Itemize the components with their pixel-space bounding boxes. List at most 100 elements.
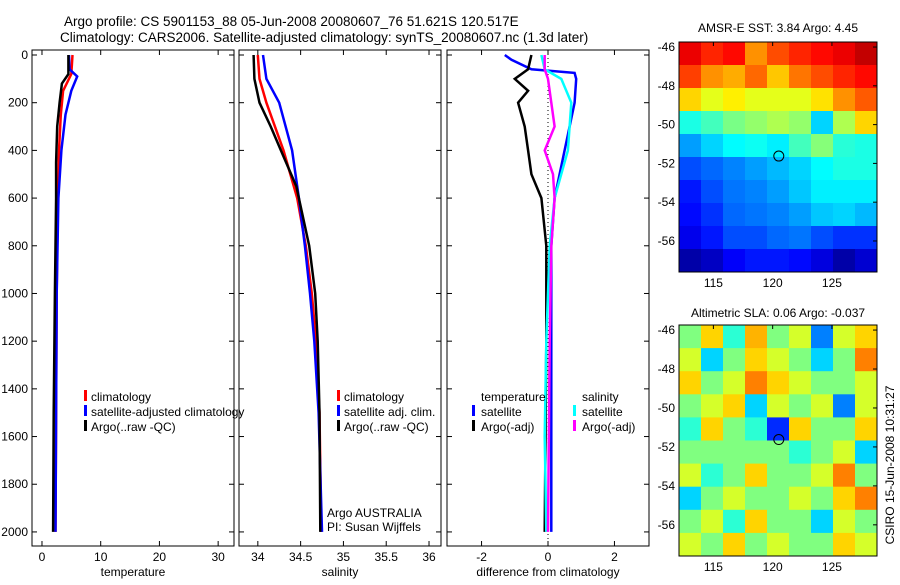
map-cell: [701, 65, 724, 89]
map-cell: [767, 203, 790, 227]
map-cell: [679, 65, 702, 89]
map-cell: [811, 203, 834, 227]
map-cell: [811, 134, 834, 158]
map-cell: [679, 394, 702, 418]
map-cell: [679, 249, 702, 273]
y-tick-label: 400: [8, 143, 28, 157]
map-cell: [833, 348, 856, 372]
map-cell: [855, 325, 878, 349]
map-cell: [745, 440, 768, 465]
map-cell: [745, 226, 768, 250]
map-cell: [855, 42, 878, 66]
legend-label: climatology: [91, 390, 151, 404]
argo-location-marker: [773, 434, 785, 446]
map-cell: [745, 157, 768, 181]
map-cell: [745, 325, 768, 349]
map-cell: [811, 88, 834, 112]
map-cell: [767, 180, 790, 204]
y-tick-label: 1800: [1, 477, 28, 491]
map-cell: [679, 111, 702, 135]
map-cell: [833, 65, 856, 89]
map-cell: [855, 157, 878, 181]
y-tick-label: -46: [658, 323, 676, 337]
y-tick-label: -46: [658, 40, 676, 54]
map-cell: [701, 226, 724, 250]
timestamp-label: CSIRO 15-Jun-2008 10:31:27: [883, 385, 897, 544]
map-cell: [833, 226, 856, 250]
y-tick-label: 200: [8, 96, 28, 110]
map-cell: [723, 371, 746, 395]
map2-title: Altimetric SLA: 0.06 Argo: -0.037: [691, 306, 865, 320]
map-cell: [723, 65, 746, 89]
map-cell: [833, 440, 856, 465]
legend-label: Argo(..raw -QC): [91, 420, 176, 434]
x-tick-label: 35: [337, 550, 351, 564]
map-cell: [855, 111, 878, 135]
map-cell: [701, 325, 724, 349]
map-cell: [701, 42, 724, 66]
legend-swatch-satellite: [84, 405, 87, 416]
x-tick-label: 2: [611, 550, 618, 564]
map-cell: [767, 532, 790, 557]
map-cell: [701, 157, 724, 181]
map-cell: [811, 249, 834, 273]
map-cell: [789, 226, 812, 250]
map-cell: [811, 417, 834, 441]
map-cell: [701, 180, 724, 204]
x-tick-label: 30: [211, 550, 225, 564]
plot-frame: [238, 49, 442, 547]
map-cell: [701, 134, 724, 158]
legend-label: climatology: [344, 390, 404, 404]
map-cell: [701, 394, 724, 418]
map-cell: [855, 88, 878, 112]
map-cell: [701, 486, 724, 511]
map-cell: [789, 157, 812, 181]
temperature-panel: 0 10 20 30 0 200 400 600 800 1000 1200 1400 1600 1800…: [1, 48, 235, 579]
x-tick-label: 115: [704, 276, 723, 290]
series-line-temperature-satellite: [504, 53, 578, 532]
map-cell: [855, 203, 878, 227]
map-cell: [745, 371, 768, 395]
map-cell: [833, 157, 856, 181]
legend-swatch-temp-satellite: [472, 405, 475, 416]
figure-title-line2: Climatology: CARS2006. Satellite-adjuste…: [60, 30, 588, 45]
map-cell: [789, 348, 812, 372]
map-cell: [745, 134, 768, 158]
y-tick-label: 1000: [1, 286, 28, 300]
legend-label: satellite-adjusted climatology: [91, 405, 244, 419]
series-line-argo-raw-qc-: [51, 55, 70, 532]
map-cell: [833, 325, 856, 349]
map-cell: [789, 88, 812, 112]
map1-title: AMSR-E SST: 3.84 Argo: 4.45: [698, 21, 858, 35]
y-tick-label: -54: [658, 479, 676, 493]
map-cell: [811, 180, 834, 204]
map-cell: [833, 394, 856, 418]
map-cell: [745, 532, 768, 557]
map-cell: [855, 249, 878, 273]
map-cell: [745, 203, 768, 227]
annotation-pi: PI: Susan Wijffels: [327, 520, 421, 534]
salinity-legend: climatology satellite adj. clim. Argo(..…: [327, 390, 435, 534]
map-cell: [745, 180, 768, 204]
temperature-legend: climatology satellite-adjusted climatolo…: [84, 390, 244, 434]
map-cell: [745, 486, 768, 511]
map-cell: [767, 394, 790, 418]
map-cell: [723, 203, 746, 227]
legend-label: Argo(-adj): [582, 420, 635, 434]
y-tick-label: 1600: [1, 430, 28, 444]
map-cell: [833, 249, 856, 273]
map-cell: [811, 486, 834, 511]
legend-label: Argo(-adj): [481, 420, 534, 434]
map-frame: [678, 41, 878, 273]
map-cell: [789, 371, 812, 395]
map-cell: [723, 249, 746, 273]
map-cell: [745, 348, 768, 372]
map-cell: [723, 42, 746, 66]
map-cell: [855, 348, 878, 372]
map-cell: [679, 348, 702, 372]
map-cell: [745, 88, 768, 112]
map-cell: [811, 509, 834, 534]
map-cell: [811, 532, 834, 557]
plot-frame: [446, 49, 650, 547]
x-tick-label: 0: [545, 550, 552, 564]
